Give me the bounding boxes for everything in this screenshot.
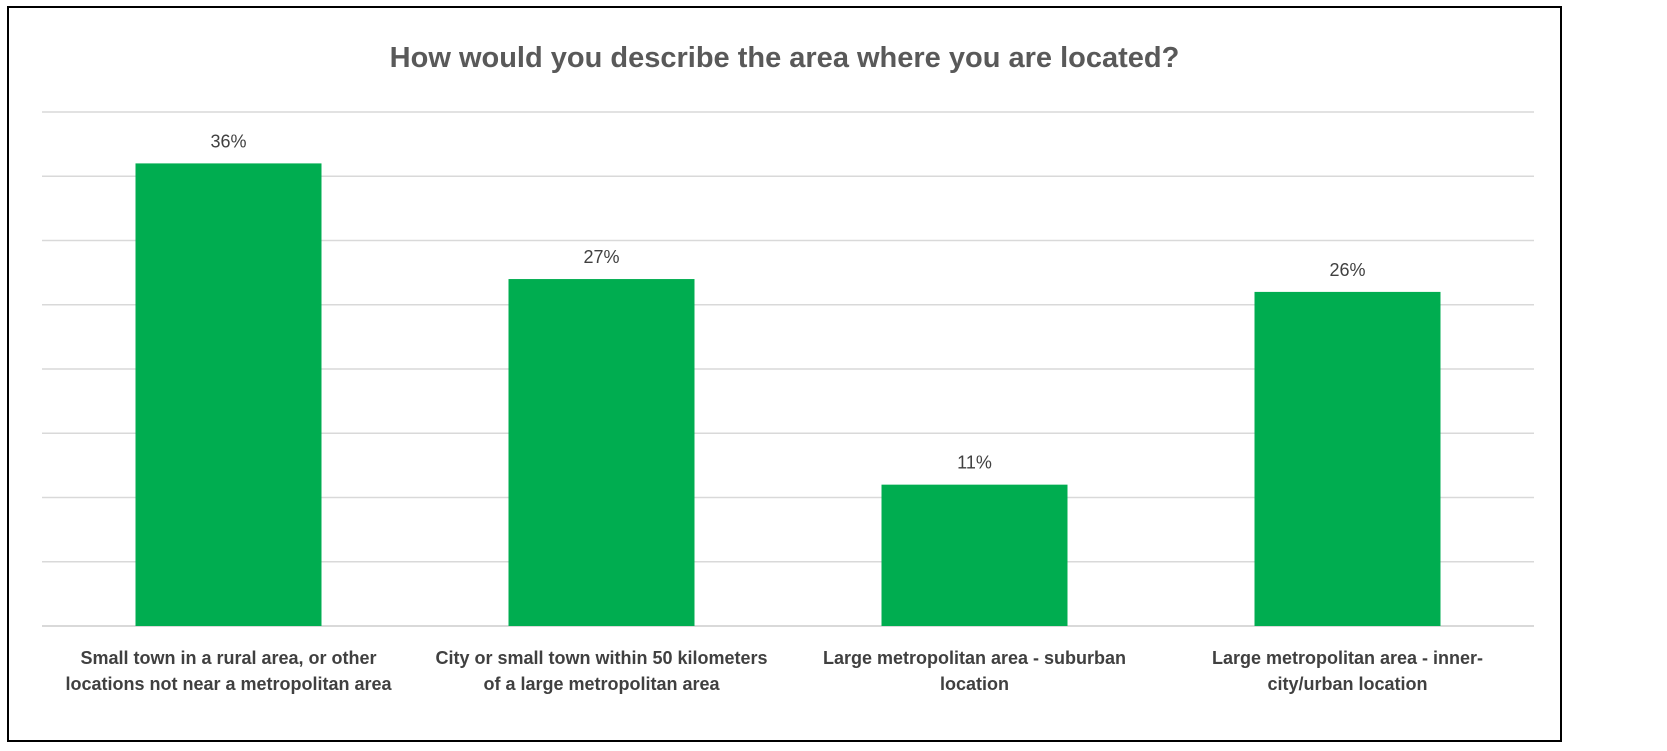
value-labels: 36% 27% 11% 26% [210, 131, 1365, 472]
value-label-3: 11% [957, 453, 992, 473]
category-label-1-line-1: Small town in a rural area, or other [80, 648, 376, 668]
value-label-4: 26% [1329, 260, 1365, 280]
chart-title: How would you describe the area where yo… [389, 42, 1180, 74]
value-label-2: 27% [583, 247, 619, 267]
category-label-3-line-2: location [940, 674, 1009, 694]
chart-frame: How would you describe the area where yo… [7, 6, 1562, 742]
bars [135, 163, 1441, 626]
bar-4 [1254, 291, 1441, 626]
category-label-2-line-2: of a large metropolitan area [483, 674, 720, 694]
category-label-2-line-1: City or small town within 50 kilometers [435, 648, 767, 668]
bar-1 [135, 163, 322, 626]
category-label-3-line-1: Large metropolitan area - suburban [823, 648, 1126, 668]
bar-2 [508, 279, 695, 626]
value-label-1: 36% [210, 131, 246, 151]
bar-chart: 36% 27% 11% 26% Small town in a rural area,… [42, 111, 1534, 694]
category-label-4-line-2: city/urban location [1267, 674, 1427, 694]
category-label-1-line-2: locations not near a metropolitan area [65, 674, 392, 694]
category-labels: Small town in a rural area, or other loca… [65, 648, 1483, 694]
category-label-4-line-1: Large metropolitan area - inner- [1212, 648, 1483, 668]
bar-3 [881, 484, 1068, 626]
